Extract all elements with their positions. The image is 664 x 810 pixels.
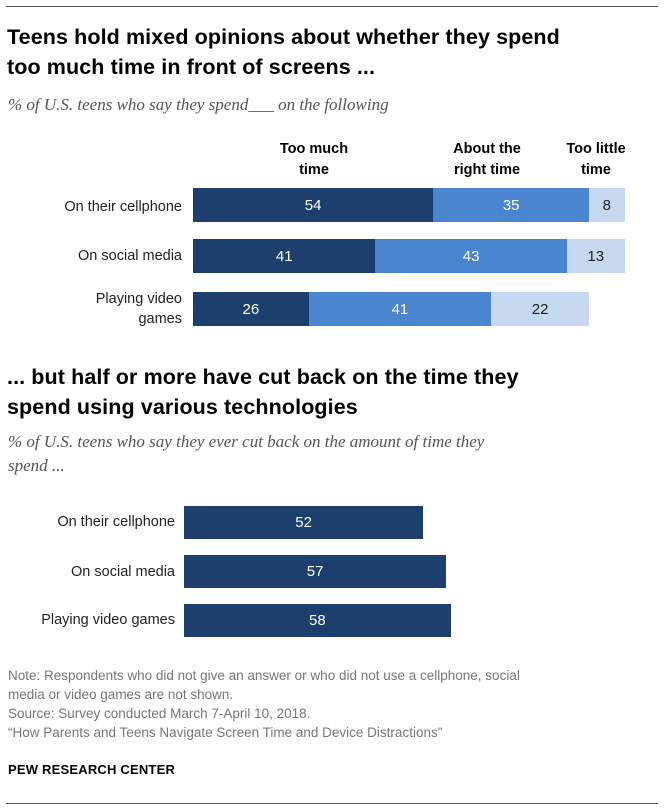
bar-too-much-row3: 26 (193, 292, 309, 326)
chart1-title: Teens hold mixed opinions about whether … (7, 22, 560, 82)
col-header-too-little: Too little time (536, 139, 656, 181)
bar-value-label: 43 (462, 247, 480, 265)
col-header-too-little-line1: Too little (566, 141, 626, 157)
chart2-subtitle: % of U.S. teens who say they ever cut ba… (8, 430, 484, 478)
bar-value-label: 26 (242, 300, 260, 318)
col-header-about-right: About the right time (427, 139, 547, 181)
col-header-about-right-line2: right time (453, 162, 521, 178)
bar-value-label: 13 (587, 247, 605, 265)
bar-about-right-row2: 43 (375, 239, 567, 273)
chart2-subtitle-line2: spend ... (8, 456, 65, 475)
chart2-row-label-cellphone: On their cellphone (57, 514, 175, 530)
chart2-subtitle-line1: % of U.S. teens who say they ever cut ba… (8, 432, 485, 451)
chart1-row-label-social: On social media (78, 246, 182, 266)
note-line2: media or video games are not shown. (8, 687, 234, 702)
col-header-too-little-line2: time (581, 162, 611, 178)
cutback-bar-games: 58 (184, 604, 451, 637)
bar-value-label: 41 (275, 247, 293, 265)
chart2-row-label-games: Playing video games (41, 612, 175, 628)
bar-too-little-row1: 8 (589, 188, 625, 222)
col-header-too-much-line2: time (299, 162, 329, 178)
bar-value-label: 54 (304, 196, 322, 214)
chart1-row-label-games-line2: games (138, 311, 182, 327)
chart1-row-label-games: Playing video games (96, 289, 182, 329)
report-title: “How Parents and Teens Navigate Screen T… (8, 725, 443, 740)
pew-brand: PEW RESEARCH CENTER (8, 762, 176, 777)
bar-about-right-row1: 35 (433, 188, 590, 222)
chart2-title-line2: spend using various technologies (7, 395, 358, 419)
cutback-bar-cellphone: 52 (184, 506, 424, 539)
top-rule (6, 6, 658, 7)
chart1-subtitle: % of U.S. teens who say they spend___ on… (8, 95, 389, 114)
bar-value-label: 41 (391, 300, 409, 318)
bar-too-little-row3: 22 (491, 292, 590, 326)
note-line1: Note: Respondents who did not give an an… (8, 668, 520, 683)
cutback-bar-social: 57 (184, 555, 447, 588)
chart1-row-label-social-text: On social media (78, 248, 182, 264)
bar-value-label: 22 (531, 300, 549, 318)
bar-value-label: 8 (602, 196, 612, 214)
chart1-row-label-games-line1: Playing video (95, 291, 182, 307)
chart1-row-label-cellphone-text: On their cellphone (64, 199, 182, 215)
source-line: Source: Survey conducted March 7-April 1… (8, 706, 311, 721)
chart1-row-label-cellphone: On their cellphone (64, 197, 182, 217)
bar-too-little-row2: 13 (566, 239, 625, 273)
chart1-title-line2: too much time in front of screens ... (7, 55, 376, 79)
col-header-too-much-line1: Too much (279, 141, 349, 157)
bar-value-label: 35 (502, 196, 520, 214)
bar-value-label: 58 (309, 612, 326, 629)
chart2-title: ... but half or more have cut back on th… (7, 362, 519, 422)
chart1-title-line1: Teens hold mixed opinions about whether … (7, 25, 560, 49)
col-header-too-much: Too much time (254, 139, 374, 181)
chart2-title-line1: ... but half or more have cut back on th… (7, 365, 519, 389)
bar-about-right-row3: 41 (308, 292, 492, 326)
bar-too-much-row2: 41 (193, 239, 376, 273)
bar-value-label: 52 (295, 514, 312, 531)
bar-value-label: 57 (306, 563, 324, 580)
col-header-about-right-line1: About the (453, 141, 521, 157)
bar-too-much-row1: 54 (193, 188, 434, 222)
bottom-rule (6, 803, 658, 804)
footer-notes: Note: Respondents who did not give an an… (8, 666, 648, 742)
chart2-row-label-social: On social media (71, 564, 175, 580)
